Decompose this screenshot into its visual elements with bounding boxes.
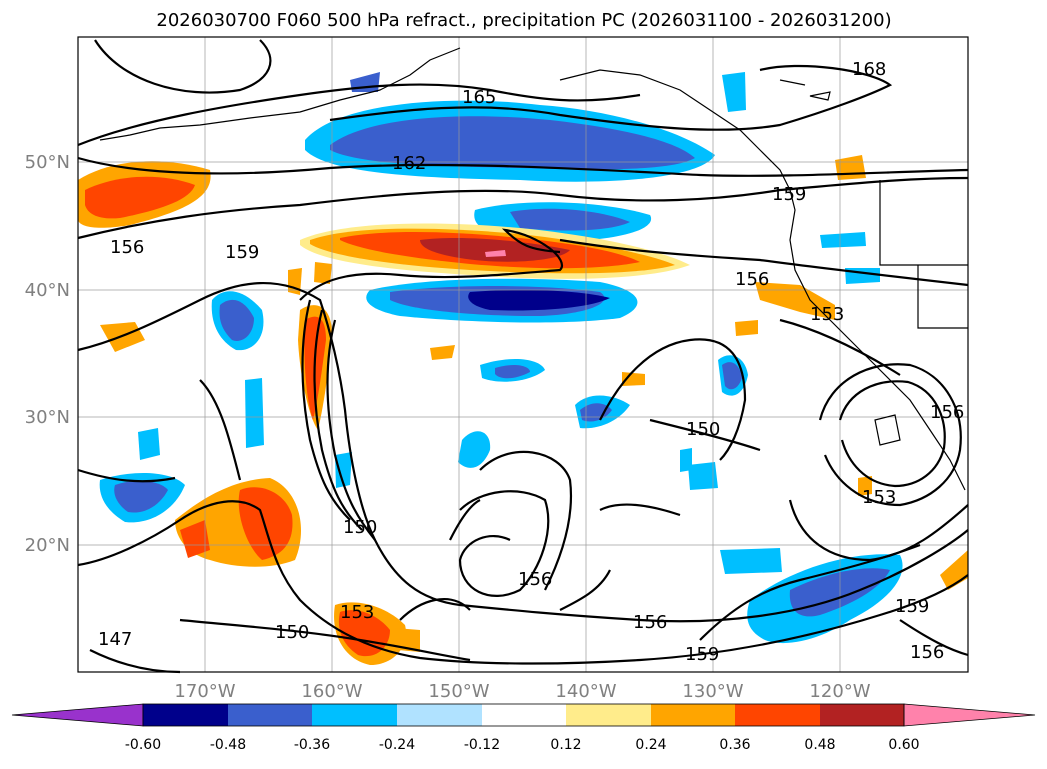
contour-label: 159 bbox=[225, 242, 259, 263]
lon-tick-label: 170°W bbox=[174, 681, 235, 702]
colorbar-tick-label: -0.48 bbox=[210, 737, 246, 753]
colorbar-segment bbox=[820, 704, 904, 726]
contour-label: 156 bbox=[910, 642, 944, 663]
lat-tick-label: 40°N bbox=[25, 280, 70, 301]
contour-label: 162 bbox=[392, 153, 426, 174]
contour-label: 168 bbox=[852, 59, 886, 80]
colorbar-tick-label: 0.12 bbox=[550, 737, 581, 753]
coastlines bbox=[99, 47, 968, 491]
colorbar-tick-label: 0.24 bbox=[635, 737, 666, 753]
colorbar-tick-label: -0.24 bbox=[379, 737, 415, 753]
contour-label: 150 bbox=[686, 419, 720, 440]
contour-label: 156 bbox=[110, 237, 144, 258]
contour-label: 159 bbox=[895, 596, 929, 617]
lat-tick-label: 20°N bbox=[25, 535, 70, 556]
geopotential-contours bbox=[77, 39, 969, 674]
lon-tick-label: 160°W bbox=[301, 681, 362, 702]
map-frame bbox=[77, 36, 969, 673]
contour-label: 150 bbox=[275, 622, 309, 643]
contour-label: 153 bbox=[810, 304, 844, 325]
lat-tick-label: 50°N bbox=[25, 152, 70, 173]
colorbar-segment bbox=[482, 704, 566, 726]
contour-label: 153 bbox=[862, 487, 896, 508]
colorbar-tick-label: 0.36 bbox=[719, 737, 750, 753]
colorbar-segment bbox=[397, 704, 482, 726]
colorbar-ticks: -0.60 -0.48 -0.36 -0.24 -0.12 0.12 0.24 … bbox=[125, 737, 920, 753]
colorbar-tick-label: 0.60 bbox=[888, 737, 919, 753]
graticule bbox=[78, 37, 968, 672]
colorbar: -0.60 -0.48 -0.36 -0.24 -0.12 0.12 0.24 … bbox=[11, 703, 1036, 753]
map-panel: 168 165 162 159 159 159 159 156 156 156 … bbox=[77, 36, 969, 674]
contour-label: 147 bbox=[98, 629, 132, 650]
lon-tick-label: 130°W bbox=[682, 681, 743, 702]
lat-axis: 50°N 40°N 30°N 20°N bbox=[25, 152, 70, 556]
colorbar-tick-label: 0.48 bbox=[804, 737, 835, 753]
colorbar-tick-label: -0.12 bbox=[464, 737, 500, 753]
contour-label: 153 bbox=[340, 602, 374, 623]
lon-axis: 170°W 160°W 150°W 140°W 130°W 120°W bbox=[174, 681, 870, 702]
colorbar-segment bbox=[566, 704, 651, 726]
colorbar-segment bbox=[312, 704, 397, 726]
lon-tick-label: 140°W bbox=[555, 681, 616, 702]
colorbar-segments bbox=[11, 703, 1036, 727]
contour-label-layer: 168 165 162 159 159 159 159 156 156 156 … bbox=[98, 59, 964, 665]
colorbar-segment bbox=[143, 704, 228, 726]
colorbar-extension-high bbox=[903, 703, 1036, 727]
contour-label: 159 bbox=[772, 184, 806, 205]
contour-label: 165 bbox=[462, 87, 496, 108]
contour-label: 159 bbox=[685, 644, 719, 665]
contour-label: 156 bbox=[930, 402, 964, 423]
colorbar-segment bbox=[735, 704, 820, 726]
colorbar-tick-label: -0.60 bbox=[125, 737, 161, 753]
colorbar-frame bbox=[142, 703, 905, 727]
colorbar-segment bbox=[651, 704, 735, 726]
lon-tick-label: 150°W bbox=[428, 681, 489, 702]
contour-label: 150 bbox=[343, 517, 377, 538]
lat-tick-label: 30°N bbox=[25, 407, 70, 428]
contour-label: 156 bbox=[518, 569, 552, 590]
colorbar-tick-label: -0.36 bbox=[294, 737, 330, 753]
contour-label: 156 bbox=[633, 612, 667, 633]
map-title: 2026030700 F060 500 hPa refract., precip… bbox=[156, 10, 891, 31]
lon-tick-label: 120°W bbox=[809, 681, 870, 702]
colorbar-segment bbox=[228, 704, 312, 726]
colorbar-extension-low bbox=[11, 703, 144, 727]
contour-label: 156 bbox=[735, 269, 769, 290]
